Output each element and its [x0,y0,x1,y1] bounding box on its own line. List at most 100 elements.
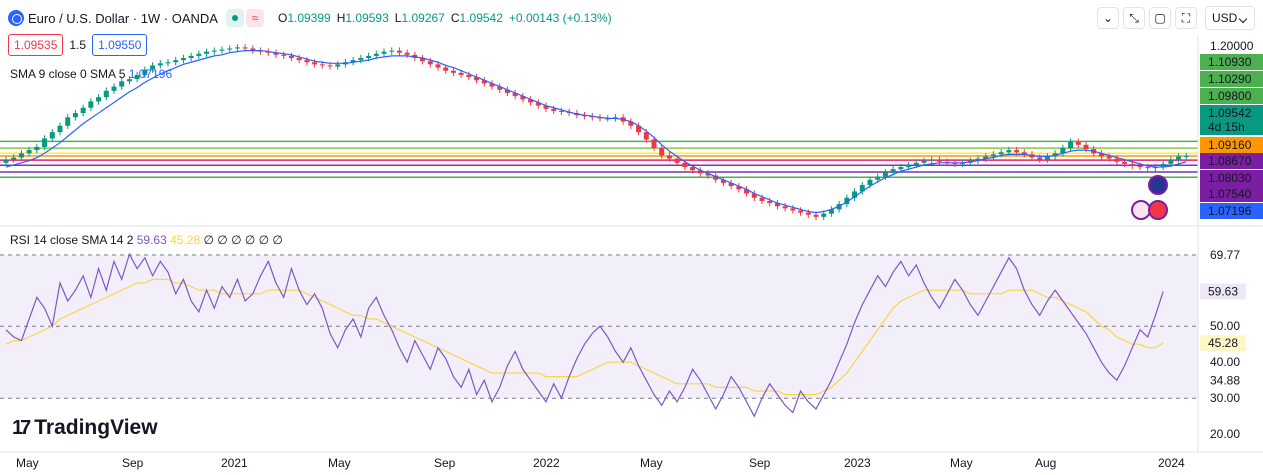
candle-body [296,58,302,61]
price-label-tag [1200,153,1263,169]
us-flag-icon[interactable] [1148,200,1168,220]
globe-icon [8,10,24,26]
candle-body [520,96,526,100]
candle-body [466,74,472,78]
time-tick-label: May [950,456,973,470]
price-label-tag [1200,203,1263,219]
candle-body [481,80,487,84]
candle-body [1183,156,1189,158]
rsi-legend-value: 59.63 [136,233,167,247]
rsi-tick-label: 30.00 [1210,391,1240,405]
rsi-tick-label: 50.00 [1210,319,1240,333]
candle-body [674,158,680,163]
candle-body [304,60,310,63]
candle-body [906,164,912,168]
chevron-down-icon[interactable]: ⌄ [1097,7,1119,29]
sell-button[interactable]: 1.09535 [8,34,64,56]
candle-body [281,54,287,56]
candle-body [381,51,387,54]
rsi-line [5,252,1164,418]
rsi-tick-label: 40.00 [1210,355,1240,369]
candle-body [936,159,942,162]
candle-body [489,83,495,87]
candle-body [134,74,140,80]
currency-select[interactable]: USD [1205,6,1255,30]
candle-body [42,138,48,147]
candle-body [1098,153,1104,157]
candle-body [103,90,109,98]
buy-button[interactable]: 1.09550 [92,34,148,56]
candle-body [165,62,171,64]
candle-body [26,150,32,154]
candle-body [1168,159,1174,164]
rsi-pane[interactable] [0,252,1198,418]
candle-body [327,65,333,67]
ohlc-close: C1.09542 [450,11,503,25]
fullscreen-icon[interactable]: ⛶ [1175,7,1197,29]
market-open-icon[interactable] [225,9,244,27]
candle-body [651,139,657,148]
wave-icon[interactable]: ≈ [245,9,264,27]
candle-body [821,213,827,217]
candle-body [1037,157,1043,160]
candle-body [180,58,186,61]
time-tick-label: Aug [1035,456,1056,470]
candle-body [1176,156,1182,160]
candle-body [882,172,888,177]
candle-body [3,159,9,163]
candle-body [227,48,233,50]
candle-body [859,185,865,192]
price-label-tag [1200,54,1263,70]
rsi-legend[interactable]: RSI 14 close SMA 14 2 59.63 45.28 ∅ ∅ ∅ … [10,233,283,247]
candle-body [1021,152,1027,155]
candle-body [728,182,734,187]
candle-body [720,179,726,183]
candle-body [751,193,757,198]
candle-body [998,152,1004,155]
candle-body [875,176,881,180]
price-label-value: 1.09160 [1208,138,1252,152]
time-tick-label: Sep [749,456,771,470]
candle-body [88,101,94,108]
candle-body [234,47,240,49]
candle-body [350,60,356,63]
price-label-value: 1.09800 [1208,89,1252,103]
candle-body [96,97,102,102]
price-label-countdown: 4d 15h [1208,120,1245,134]
candle-body [504,89,510,93]
candle-body [1129,163,1135,166]
candle-body [666,155,672,159]
candle-body [18,153,24,158]
ohlc-low: L1.09267 [394,11,445,25]
candle-body [65,117,71,126]
candle-body [173,60,179,63]
candle-body [250,48,256,51]
chart-header: Euro / U.S. Dollar · 1W · OANDA ≈ O1.093… [0,0,1263,36]
candle-body [813,214,819,217]
candle-body [335,64,341,67]
eu-flag-icon[interactable] [1148,175,1168,195]
collapse-icon[interactable]: ⤡ [1123,7,1145,29]
maximize-icon[interactable]: ▢ [1149,7,1171,29]
logo-name: TradingView [34,416,158,439]
symbol-title[interactable]: Euro / U.S. Dollar · 1W · OANDA [28,10,218,26]
candle-body [1160,163,1166,168]
candle-body [1060,148,1066,154]
rsi-sma-line [5,278,1164,396]
candle-body [219,49,225,51]
candle-body [643,132,649,140]
candle-body [975,158,981,161]
price-label-tag [1200,137,1263,153]
candle-body [759,197,765,201]
candle-body [628,121,634,126]
rsi-last-value: 45.28 [1208,336,1238,350]
price-pane[interactable] [0,44,1198,220]
spread-value: 1.5 [69,38,87,52]
time-tick-label: 2024 [1158,456,1185,470]
candle-body [373,53,379,56]
rsi-legend-label: RSI 14 close SMA 14 2 [10,233,134,247]
quote-row: 1.09535 1.5 1.09550 [8,34,148,56]
candle-body [852,191,858,198]
sma-legend[interactable]: SMA 9 close 0 SMA 5 1.07196 [10,67,172,81]
